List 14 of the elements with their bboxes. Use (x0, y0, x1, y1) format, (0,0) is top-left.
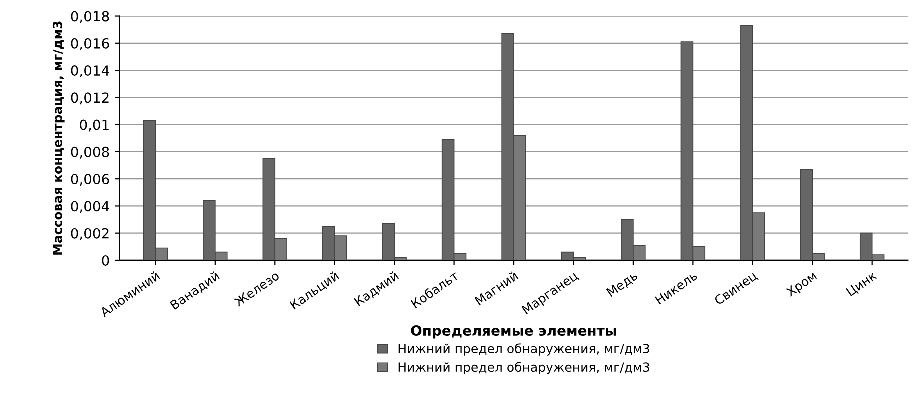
y-tick-label: 0,004 (71, 201, 110, 214)
legend-label: Нижний предел обнаружения, мг/дм3 (398, 362, 650, 374)
legend-label: Нижний предел обнаружения, мг/дм3 (398, 344, 650, 356)
y-tick-label: 0,006 (71, 174, 110, 186)
y-axis-title: Массовая концентрация, мг/дм3 (52, 22, 65, 255)
y-tick-label: 0,014 (71, 66, 110, 78)
y-tick-label: 0,01 (80, 120, 109, 132)
y-tick-label: 0,012 (71, 92, 109, 105)
y-tick-label: 0 (102, 255, 110, 266)
y-tick-label: 0,008 (71, 146, 110, 159)
x-axis-title: Определяемые элементы (411, 326, 616, 339)
y-tick-label: 0,002 (71, 228, 109, 240)
y-tick-label: 0,016 (71, 38, 110, 50)
y-tick-label: 0,018 (71, 11, 110, 24)
